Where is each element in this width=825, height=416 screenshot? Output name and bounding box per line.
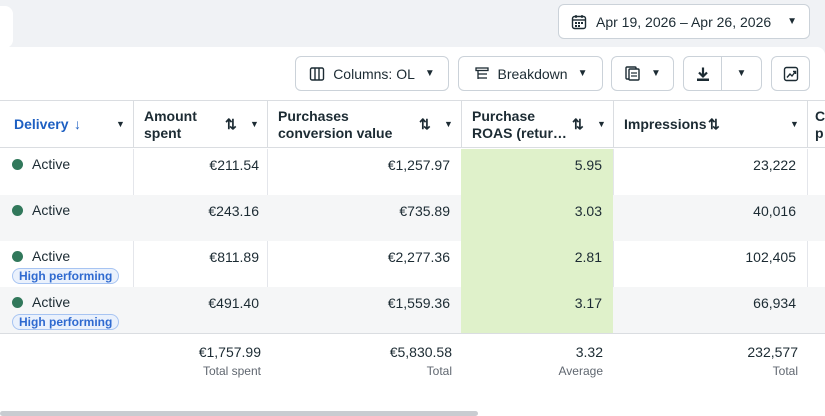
date-range-label: Apr 19, 2026 – Apr 26, 2026 xyxy=(596,13,772,30)
column-divider xyxy=(613,149,614,333)
chart-icon xyxy=(783,66,798,81)
sort-icon: ⇅ xyxy=(708,116,720,132)
roas-highlight-column xyxy=(461,149,613,333)
reports-icon xyxy=(625,66,640,81)
purchases-conversion-value-cell: €2,277.36 xyxy=(387,249,450,265)
table-row[interactable]: Active High performing €491.40 €1,559.36… xyxy=(0,287,825,333)
column-header-label: Amount spent xyxy=(144,107,197,141)
high-performing-badge: High performing xyxy=(12,268,120,284)
amount-spent-cell: €811.89 xyxy=(209,249,259,265)
total-amount-spent-label: Total spent xyxy=(202,364,261,378)
left-panel-tab xyxy=(0,6,13,48)
caret-down-icon: ▼ xyxy=(250,119,259,129)
column-header-label: Delivery xyxy=(14,116,69,132)
campaign-table-panel: Columns: OL ▼ Breakdown ▼ ▼ xyxy=(0,47,825,416)
download-options-button[interactable]: ▼ xyxy=(721,56,762,91)
column-header-purchase-roas[interactable]: Purchase ROAS (retur… ⇅ ▼ xyxy=(461,101,613,148)
horizontal-scrollbar[interactable] xyxy=(0,411,478,416)
total-purchases-conversion-value: €5,830.58 xyxy=(389,344,452,360)
sort-icon: ⇅ xyxy=(572,116,584,132)
calendar-icon xyxy=(571,14,587,29)
impressions-cell: 102,405 xyxy=(745,249,796,265)
amount-spent-cell: €211.54 xyxy=(209,157,259,173)
download-button[interactable] xyxy=(683,56,722,91)
caret-down-icon: ▼ xyxy=(424,68,435,79)
caret-down-icon: ▼ xyxy=(597,119,606,129)
average-roas: 3.32 xyxy=(575,344,603,360)
roas-cell: 3.17 xyxy=(574,295,602,311)
status-dot-icon xyxy=(12,251,23,262)
breakdown-label: Breakdown xyxy=(497,65,568,82)
breakdown-icon xyxy=(474,66,489,79)
table-row[interactable]: Active High performing €811.89 €2,277.36… xyxy=(0,241,825,287)
caret-down-icon: ▼ xyxy=(444,119,453,129)
high-performing-badge: High performing xyxy=(12,314,120,330)
breakdown-button[interactable]: Breakdown ▼ xyxy=(458,56,603,91)
status-text: Active xyxy=(32,294,71,310)
download-icon xyxy=(696,67,709,81)
caret-down-icon: ▼ xyxy=(787,16,797,27)
delivery-cell: Active xyxy=(0,195,133,241)
totals-row: €1,757.99 Total spent €5,830.58 Total 3.… xyxy=(0,333,825,379)
caret-down-icon: ▼ xyxy=(651,68,661,79)
average-roas-label: Average xyxy=(558,364,603,378)
date-range-picker[interactable]: Apr 19, 2026 – Apr 26, 2026 ▼ xyxy=(558,4,810,39)
column-header-amount-spent[interactable]: Amount spent ⇅ ▼ xyxy=(133,101,267,148)
columns-label: Columns: OL xyxy=(333,65,415,82)
purchases-conversion-value-cell: €1,257.97 xyxy=(387,157,450,173)
status-dot-icon xyxy=(12,205,23,216)
roas-cell: 3.03 xyxy=(574,203,602,219)
sort-icon: ⇅ xyxy=(225,116,237,132)
table-row[interactable]: Active €243.16 €735.89 3.03 40,016 xyxy=(0,195,825,241)
column-divider xyxy=(133,149,134,333)
amount-spent-cell: €243.16 xyxy=(208,203,259,219)
reports-button[interactable]: ▼ xyxy=(611,56,674,91)
status-text: Active xyxy=(32,248,71,264)
status-text: Active xyxy=(32,156,71,172)
roas-values-overlay: 5.95 3.03 2.81 3.17 xyxy=(461,149,602,333)
status-dot-icon xyxy=(12,159,23,170)
sort-down-arrow-icon: ↓ xyxy=(74,116,81,132)
column-header-delivery[interactable]: Delivery ↓ ▼ xyxy=(0,101,133,148)
impressions-cell: 23,222 xyxy=(753,157,796,173)
column-header-impressions[interactable]: Impressions ⇅ ▼ xyxy=(613,101,807,148)
column-header-label: Purchases conversion value xyxy=(278,107,393,141)
delivery-cell: Active xyxy=(0,149,133,195)
view-charts-button[interactable] xyxy=(771,56,810,91)
table-header: Delivery ↓ ▼ Amount spent ⇅ ▼ Purchases co… xyxy=(0,100,825,148)
table-toolbar: Columns: OL ▼ Breakdown ▼ ▼ xyxy=(0,56,825,92)
delivery-cell: Active High performing xyxy=(0,241,133,287)
roas-cell: 2.81 xyxy=(574,249,602,265)
column-header-label: Impressions xyxy=(624,116,707,132)
caret-down-icon: ▼ xyxy=(790,119,799,129)
impressions-cell: 40,016 xyxy=(753,203,796,219)
status-dot-icon xyxy=(12,297,23,308)
sort-icon: ⇅ xyxy=(419,116,431,132)
roas-cell: 5.95 xyxy=(574,157,602,173)
delivery-cell: Active High performing xyxy=(0,287,133,333)
purchases-conversion-value-cell: €735.89 xyxy=(399,203,450,219)
impressions-cell: 66,934 xyxy=(753,295,796,311)
total-impressions-label: Total xyxy=(772,364,798,378)
amount-spent-cell: €491.40 xyxy=(208,295,259,311)
total-impressions: 232,577 xyxy=(747,344,798,360)
column-divider xyxy=(807,149,808,333)
column-header-purchases-conversion-value[interactable]: Purchases conversion value ⇅ ▼ xyxy=(267,101,461,148)
caret-down-icon: ▼ xyxy=(116,119,125,129)
caret-down-icon: ▼ xyxy=(736,68,747,79)
columns-button[interactable]: Columns: OL ▼ xyxy=(295,56,449,91)
column-divider xyxy=(267,149,268,333)
status-text: Active xyxy=(32,202,71,218)
purchases-conversion-value-cell: €1,559.36 xyxy=(387,295,450,311)
total-purchases-conversion-value-label: Total xyxy=(426,364,452,378)
column-header-label: Purchase ROAS (retur… xyxy=(472,107,567,141)
total-amount-spent: €1,757.99 xyxy=(198,344,261,360)
caret-down-icon: ▼ xyxy=(577,68,588,79)
table-row[interactable]: Active €211.54 €1,257.97 5.95 23,222 xyxy=(0,149,825,195)
columns-icon xyxy=(309,66,325,81)
